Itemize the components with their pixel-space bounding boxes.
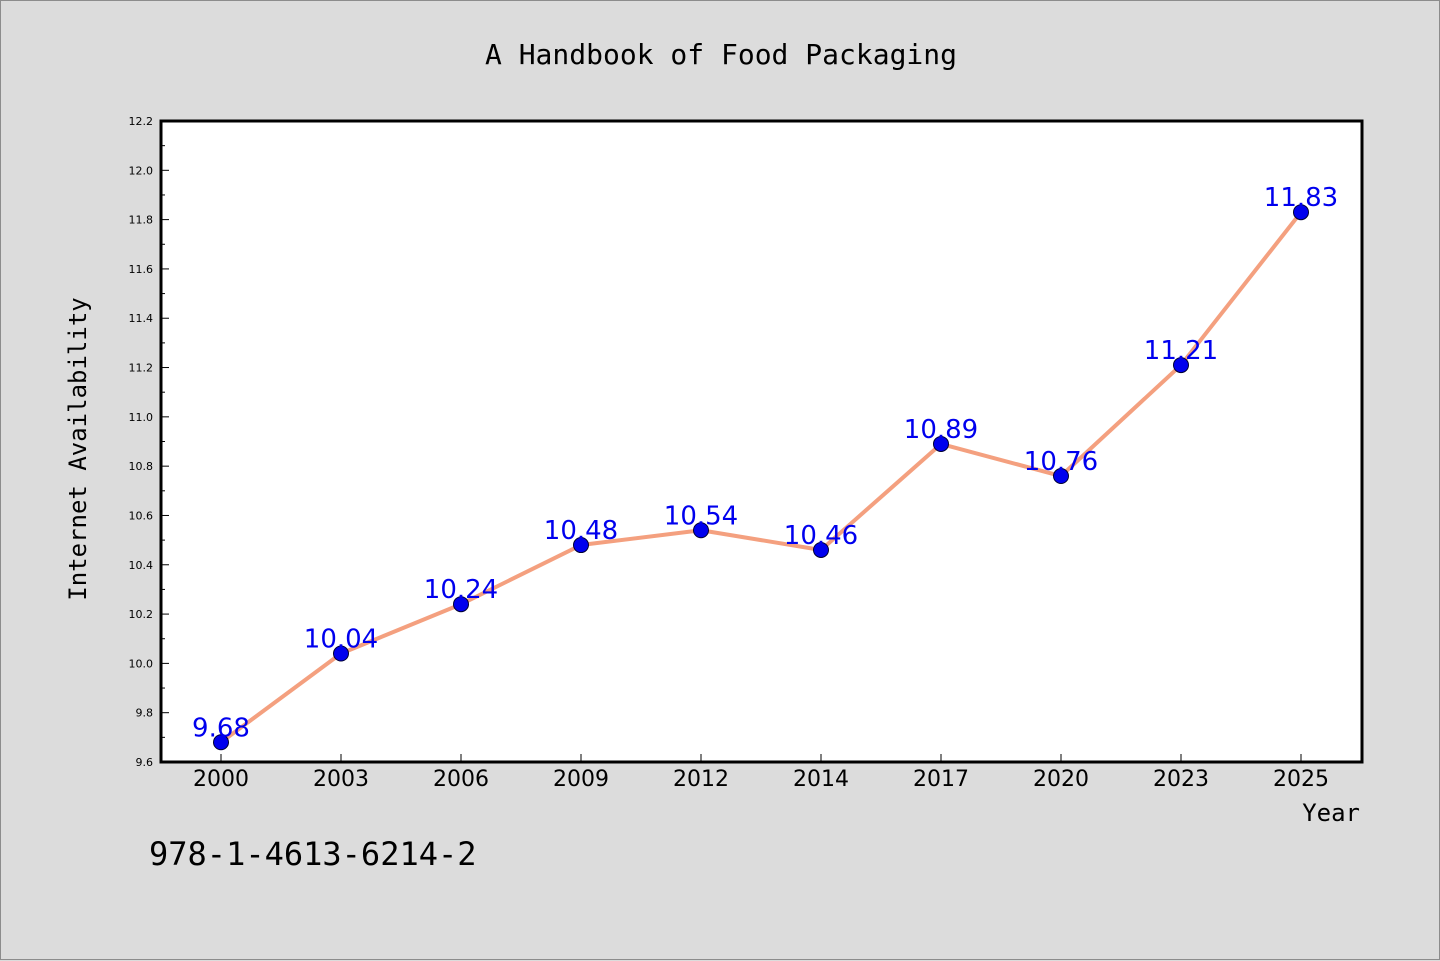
x-tick-label: 2020 [1033,767,1089,792]
data-point [813,541,829,558]
data-label: 10.24 [424,575,498,605]
data-label: 10.48 [544,516,618,546]
data-point [573,537,589,554]
x-tick-label: 2000 [193,767,249,792]
x-tick-label: 2009 [553,767,609,792]
x-tick-label: 2023 [1153,767,1209,792]
x-tick-label: 2025 [1273,767,1329,792]
data-point [1053,468,1069,485]
footnote-isbn: 978-1-4613-6214-2 [149,835,477,873]
y-tick-label: 11.6 [129,263,154,276]
data-point [1293,204,1309,221]
series-line [219,210,1303,744]
y-tick-label: 10.8 [129,460,154,473]
y-tick-label: 10.0 [129,657,154,670]
data-label: 10.46 [784,521,858,551]
y-tick-label: 12.0 [129,164,154,177]
y-tick-label: 9.6 [136,756,154,769]
y-tick-label: 11.4 [129,312,154,325]
y-tick-label: 9.8 [136,707,154,720]
data-labels: 9.68 10.04 10.24 10.48 10.54 10.46 10.89 10.76 1… [192,183,1338,743]
x-tick-label: 2012 [673,767,729,792]
data-point [693,522,709,539]
data-label: 10.89 [904,415,978,445]
data-point [213,734,229,751]
y-tick-label: 10.6 [129,509,154,522]
data-label: 11.21 [1144,336,1218,366]
x-tick-label: 2003 [313,767,369,792]
y-tick-label: 10.4 [129,559,154,572]
x-tick-label: 2006 [433,767,489,792]
data-label: 10.54 [664,501,738,531]
x-axis: 2000 2003 2006 2009 2012 2014 2017 2020 2023 2025 [193,754,1329,792]
data-point [1173,357,1189,374]
data-point [933,435,949,452]
data-point [453,596,469,613]
plot-area [159,119,1364,764]
chart-title: A Handbook of Food Packaging [485,38,957,71]
data-label: 11.83 [1264,183,1338,213]
y-axis: 9.6 9.8 10.0 10.2 10.4 10.6 10.8 11.0 11.2 11.4 11… [129,115,169,769]
data-label: 10.76 [1024,447,1098,477]
y-tick-label: 11.8 [129,214,154,227]
data-label: 10.04 [304,625,378,655]
y-tick-label: 10.2 [129,608,154,621]
x-tick-label: 2017 [913,767,969,792]
y-axis-label: Internet Availability [64,297,92,600]
data-label: 9.68 [192,713,250,743]
x-axis-label: Year [1302,799,1360,827]
series-1 [213,204,1309,751]
y-tick-label: 11.2 [129,362,154,375]
y-tick-label: 12.2 [129,115,154,128]
data-point [333,645,349,662]
y-tick-label: 11.0 [129,411,154,424]
x-tick-label: 2014 [793,767,849,792]
